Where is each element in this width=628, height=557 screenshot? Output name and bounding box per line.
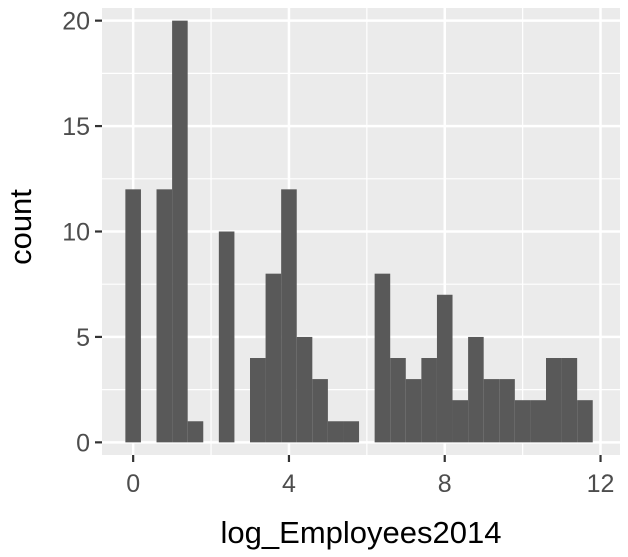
x-axis: 0 4 8 12 xyxy=(126,455,614,498)
histogram-bar xyxy=(577,400,593,443)
histogram-bar xyxy=(250,358,266,443)
histogram-bar xyxy=(265,273,282,443)
histogram-bar xyxy=(546,358,562,443)
x-tick-label: 8 xyxy=(438,470,452,498)
histogram-bars xyxy=(125,20,593,443)
histogram-bar xyxy=(327,421,344,443)
histogram-bar xyxy=(436,294,453,443)
histogram-bar xyxy=(312,379,328,443)
x-axis-title: log_Employees2014 xyxy=(221,515,502,550)
histogram-bar xyxy=(452,400,469,443)
y-axis: 0 5 10 15 20 xyxy=(62,8,102,457)
x-tick-label: 4 xyxy=(282,470,296,498)
y-tick-label: 10 xyxy=(62,219,90,247)
histogram-bar xyxy=(296,336,313,443)
histogram-bar xyxy=(561,358,578,443)
y-tick-label: 20 xyxy=(62,8,90,36)
histogram-bar xyxy=(421,358,437,443)
x-tick-label: 12 xyxy=(587,470,615,498)
y-axis-title: count xyxy=(3,189,38,265)
histogram-bar xyxy=(125,189,141,443)
x-tick-label: 0 xyxy=(126,470,140,498)
histogram-bar xyxy=(172,20,188,443)
histogram-bar xyxy=(281,189,297,443)
histogram-bar xyxy=(499,379,515,443)
y-tick-label: 5 xyxy=(76,324,90,352)
histogram-bar xyxy=(343,421,360,443)
histogram-bar xyxy=(156,189,173,443)
histogram-bar xyxy=(468,336,484,443)
histogram-bar xyxy=(514,400,531,443)
y-tick-label: 0 xyxy=(76,429,90,457)
histogram-bar xyxy=(405,379,422,443)
histogram-bar xyxy=(374,273,391,443)
histogram-bar xyxy=(530,400,546,443)
histogram-bar xyxy=(483,379,500,443)
y-tick-label: 15 xyxy=(62,113,90,141)
histogram-bar xyxy=(390,358,406,443)
histogram-bar xyxy=(187,421,204,443)
histogram-bar xyxy=(218,231,235,443)
